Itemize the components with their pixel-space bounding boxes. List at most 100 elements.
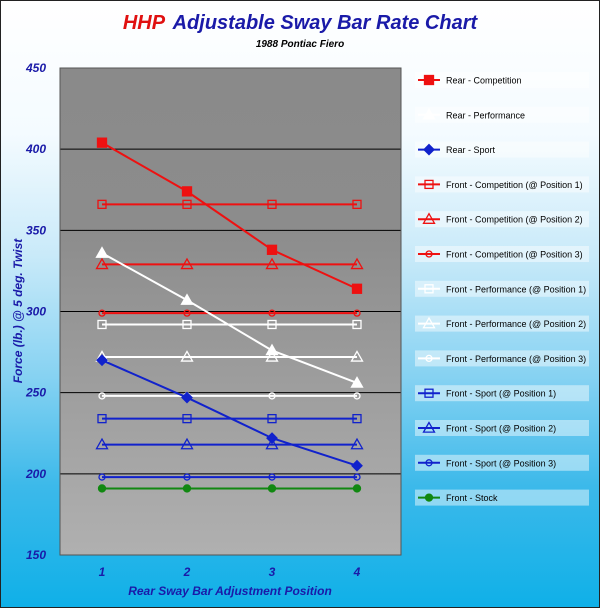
legend-item: Front - Performance (@ Position 2) [415, 315, 589, 332]
legend-marker [422, 212, 436, 224]
data-point [350, 257, 364, 270]
series-line [101, 359, 358, 467]
x-axis-ticks: 1 2 3 4 [99, 565, 361, 579]
legend-label: Front - Sport (@ Position 2) [446, 424, 556, 434]
brand-name: HHP [123, 12, 166, 34]
legend-item-background [415, 72, 589, 88]
legend-label: Front - Competition (@ Position 3) [446, 250, 583, 260]
legend-item: Front - Competition (@ Position 2) [415, 211, 589, 228]
data-point [268, 309, 276, 317]
data-point [350, 437, 364, 450]
data-point [268, 473, 276, 481]
legend-item-background [415, 385, 589, 402]
legend-marker [424, 179, 434, 190]
legend-item-background [415, 141, 589, 158]
data-point [266, 432, 278, 445]
chart-main-title: Adjustable Sway Bar Rate Chart [172, 12, 479, 34]
legend-item: Front - Competition (@ Position 1) [415, 176, 589, 193]
data-point [265, 437, 279, 450]
series-front-performance-position-3 [98, 392, 361, 400]
legend-item-background [415, 280, 589, 297]
series-layer [95, 137, 364, 493]
legend-item: Rear - Competition [415, 72, 589, 88]
x-axis-label: Rear Sway Bar Adjustment Position [128, 584, 332, 598]
data-point [353, 392, 361, 400]
x-tick-label: 2 [183, 565, 191, 579]
series-front-competition-position-2 [95, 257, 364, 270]
data-point [267, 319, 277, 330]
legend-marker [424, 284, 434, 294]
legend-item-background [415, 420, 589, 436]
data-point [182, 484, 192, 493]
legend-label: Front - Competition (@ Position 1) [446, 180, 583, 190]
data-point [353, 473, 361, 481]
legend-marker [425, 354, 433, 363]
legend-marker [422, 421, 436, 433]
data-point [97, 484, 107, 493]
legend-label: Front - Stock [446, 493, 498, 503]
legend-marker [423, 143, 435, 156]
legend-label: Front - Sport (@ Position 1) [446, 389, 556, 399]
y-axis-label: Force (lb.) @ 5 deg. Twist [11, 238, 25, 384]
data-point [351, 459, 363, 472]
legend-item: Front - Sport (@ Position 2) [415, 420, 589, 436]
legend-item-background [415, 211, 589, 228]
chart-subtitle: 1988 Pontiac Fiero [256, 39, 344, 50]
plot-border [59, 67, 402, 556]
y-tick-label: 300 [26, 305, 46, 319]
legend-item-background [415, 350, 589, 367]
y-tick-label: 200 [25, 467, 46, 481]
y-tick-label: 350 [26, 223, 46, 237]
series-line [101, 141, 358, 290]
legend-label: Front - Performance (@ Position 2) [446, 319, 586, 329]
data-point [267, 199, 277, 210]
data-point [97, 199, 107, 210]
legend-item: Front - Performance (@ Position 1) [415, 280, 589, 297]
data-point [350, 376, 364, 388]
chart-title: HHP Adjustable Sway Bar Rate Chart [123, 12, 479, 34]
legend-label: Rear - Sport [446, 145, 496, 155]
series-front-competition-position-1 [97, 199, 362, 210]
data-point [351, 283, 363, 294]
gridlines [59, 67, 402, 556]
legend-item-background [415, 176, 589, 193]
legend-marker [424, 493, 434, 502]
data-point [98, 473, 106, 481]
legend-item-background [415, 106, 589, 123]
data-point [183, 309, 191, 317]
y-tick-label: 450 [25, 61, 46, 75]
legend-item-background [415, 454, 589, 471]
legend-label: Front - Competition (@ Position 2) [446, 215, 583, 225]
data-point [182, 413, 192, 424]
data-point [180, 350, 194, 362]
x-tick-label: 1 [99, 565, 106, 579]
legend-label: Front - Performance (@ Position 3) [446, 354, 586, 364]
series-front-sport-position-2 [95, 437, 364, 450]
legend-marker [422, 316, 436, 329]
y-axis-ticks: 150 200 250 300 350 400 450 [25, 61, 46, 562]
data-point [180, 293, 194, 305]
data-point [180, 257, 194, 270]
y-tick-label: 400 [25, 142, 46, 156]
series-front-competition-position-3 [98, 309, 361, 317]
x-tick-label: 4 [353, 565, 361, 579]
data-point [96, 354, 108, 367]
series-rear-performance [95, 246, 364, 388]
data-point [352, 319, 362, 330]
data-point [97, 413, 107, 424]
legend-marker [422, 107, 436, 120]
y-tick-label: 250 [25, 386, 46, 400]
legend-item: Rear - Sport [415, 141, 589, 158]
legend-item-background [415, 315, 589, 332]
legend-label: Rear - Performance [446, 110, 525, 120]
data-point [350, 350, 364, 362]
data-point [181, 391, 193, 404]
legend-marker [423, 74, 435, 86]
data-point [95, 257, 109, 270]
data-point [352, 484, 362, 493]
legend-item: Front - Sport (@ Position 1) [415, 385, 589, 402]
legend-marker [425, 250, 433, 258]
data-point [183, 473, 191, 481]
